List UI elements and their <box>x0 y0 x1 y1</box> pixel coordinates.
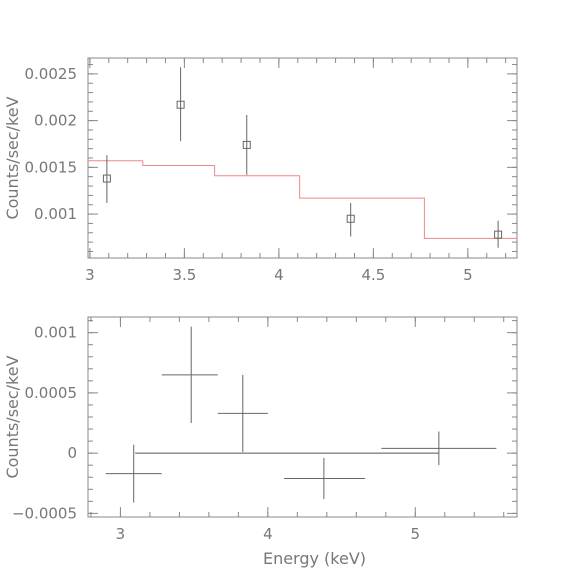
x-tick-label: 3 <box>116 525 126 543</box>
y-tick-label: 0.001 <box>34 324 77 342</box>
plot-frame <box>87 316 518 518</box>
y-axis-label: Counts/sec/keV <box>3 355 22 478</box>
y-tick-label: 0.0005 <box>25 384 78 402</box>
x-axis-label: Energy (keV) <box>263 549 366 568</box>
spectrum-panel: 3 3.5 4 4.5 5 0.001 0.0015 0.002 0.0025Counts/se… <box>3 57 518 284</box>
y-axis-label: Counts/sec/keV <box>3 96 22 219</box>
y-tick-label: 0.001 <box>34 205 77 223</box>
data-point-marker <box>494 230 503 239</box>
x-tick-label: 3.5 <box>172 266 196 284</box>
x-tick-label: 3 <box>85 266 95 284</box>
plot-frame <box>87 57 518 259</box>
y-tick-label: 0 <box>67 444 77 462</box>
data-point-marker <box>242 140 251 149</box>
x-tick-label: 4 <box>274 266 284 284</box>
x-tick-label: 5 <box>411 525 421 543</box>
residuals-panel: 3 4 5 −0.0005 0 0.0005 0.001 Counts/sec/keV Ener… <box>3 316 518 568</box>
data-point-marker <box>102 174 111 183</box>
y-tick-label: −0.0005 <box>12 504 77 522</box>
x-tick-label: 4.5 <box>361 266 385 284</box>
data-point-marker <box>346 214 355 223</box>
x-tick-label: 5 <box>463 266 473 284</box>
x-tick-label: 4 <box>263 525 273 543</box>
y-tick-label: 0.0015 <box>25 158 78 176</box>
data-point-marker <box>176 100 185 109</box>
y-tick-label: 0.0025 <box>25 65 78 83</box>
model-step-line <box>88 160 517 239</box>
y-tick-label: 0.002 <box>34 112 77 130</box>
